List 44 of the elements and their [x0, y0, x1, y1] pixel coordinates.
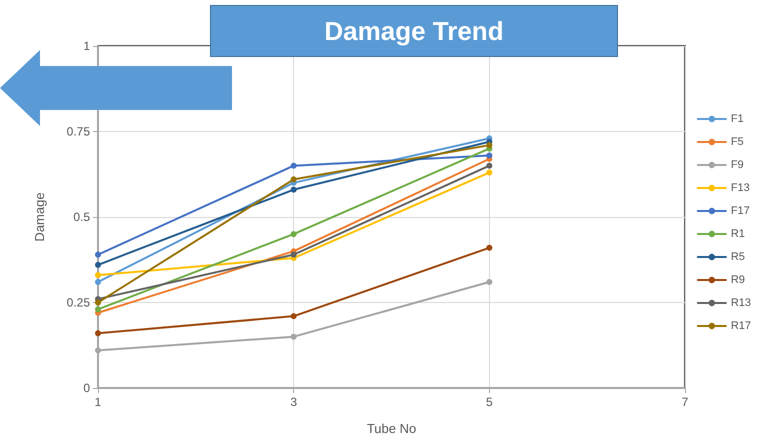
point — [95, 278, 101, 285]
x-tick-label: 1 — [94, 395, 102, 409]
legend-label: R1 — [730, 228, 745, 240]
point — [95, 252, 101, 258]
legend-label: F13 — [730, 182, 750, 194]
point — [290, 313, 297, 320]
point — [95, 300, 101, 306]
legend-label: F1 — [730, 113, 744, 125]
point — [95, 347, 101, 354]
point — [95, 262, 101, 268]
x-axis-title: Tube No — [366, 421, 416, 436]
legend-label: R9 — [730, 274, 745, 286]
x-tick-label: 3 — [290, 395, 298, 409]
chart-title: Damage Trend — [324, 16, 504, 46]
y-tick-label: 0.5 — [73, 210, 90, 224]
y-tick-label: 0 — [83, 381, 90, 395]
point — [486, 278, 492, 285]
title-banner: Damage Trend — [210, 5, 618, 57]
y-tick-label: 0.25 — [66, 296, 90, 310]
point — [290, 334, 297, 340]
point — [290, 162, 297, 169]
point — [290, 231, 297, 238]
x-tick-label: 5 — [486, 395, 493, 409]
legend-label: F5 — [730, 136, 744, 148]
legend-label: R13 — [730, 297, 752, 309]
legend-label: F9 — [730, 159, 744, 171]
x-tick-label: 7 — [682, 395, 689, 409]
y-tick-label: 0.75 — [66, 124, 90, 138]
point — [486, 142, 492, 148]
point — [486, 244, 492, 251]
y-tick-label: 1 — [83, 39, 90, 53]
point — [486, 162, 492, 169]
point — [95, 330, 101, 336]
point — [95, 306, 101, 312]
legend-label: R17 — [730, 320, 752, 332]
point — [486, 170, 492, 176]
legend-label: F17 — [730, 205, 750, 217]
y-axis-title: Damage — [32, 192, 47, 242]
point — [486, 152, 492, 158]
legend-label: R5 — [730, 251, 745, 263]
point — [95, 272, 101, 278]
point — [290, 186, 297, 193]
point — [290, 176, 297, 182]
point — [290, 252, 297, 258]
